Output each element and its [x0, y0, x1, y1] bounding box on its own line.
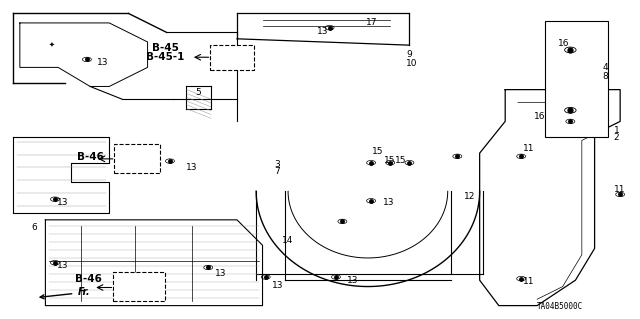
Text: 16: 16 — [557, 39, 569, 48]
Text: ✦: ✦ — [49, 42, 55, 48]
Text: 7: 7 — [274, 167, 280, 176]
Text: B-45-1: B-45-1 — [147, 52, 185, 62]
Text: 12: 12 — [464, 191, 475, 201]
Text: B-46: B-46 — [77, 152, 104, 162]
Text: 11: 11 — [523, 144, 534, 153]
Bar — [545, 21, 608, 137]
Text: 13: 13 — [347, 276, 358, 285]
Text: 1: 1 — [614, 126, 620, 135]
Text: 17: 17 — [366, 18, 378, 27]
Text: 11: 11 — [614, 185, 625, 194]
Text: 13: 13 — [57, 261, 68, 271]
Text: B-45: B-45 — [152, 43, 179, 53]
Text: 4: 4 — [602, 63, 608, 72]
Text: TA04B5000C: TA04B5000C — [537, 302, 584, 311]
Text: 15: 15 — [384, 156, 396, 165]
Text: 13: 13 — [214, 269, 226, 278]
Text: 13: 13 — [272, 281, 284, 290]
Text: 6: 6 — [31, 223, 37, 232]
Text: 5: 5 — [195, 88, 201, 97]
Text: 9: 9 — [406, 50, 412, 59]
Text: 13: 13 — [317, 27, 328, 36]
Text: 13: 13 — [186, 163, 197, 172]
Text: B-46: B-46 — [76, 274, 102, 284]
Text: 15: 15 — [372, 147, 384, 156]
FancyBboxPatch shape — [210, 45, 254, 70]
Text: 14: 14 — [282, 236, 293, 245]
Text: 15: 15 — [396, 156, 407, 165]
Text: 13: 13 — [57, 198, 68, 207]
Text: 13: 13 — [383, 198, 394, 207]
Text: 16: 16 — [534, 112, 545, 121]
Text: 13: 13 — [97, 58, 108, 67]
Text: 10: 10 — [406, 59, 418, 68]
Text: 11: 11 — [523, 277, 534, 286]
Text: 3: 3 — [274, 160, 280, 169]
FancyBboxPatch shape — [115, 144, 161, 173]
FancyBboxPatch shape — [113, 272, 166, 301]
Text: Fr.: Fr. — [40, 287, 90, 299]
Text: 2: 2 — [614, 133, 620, 142]
Text: 8: 8 — [602, 72, 608, 81]
